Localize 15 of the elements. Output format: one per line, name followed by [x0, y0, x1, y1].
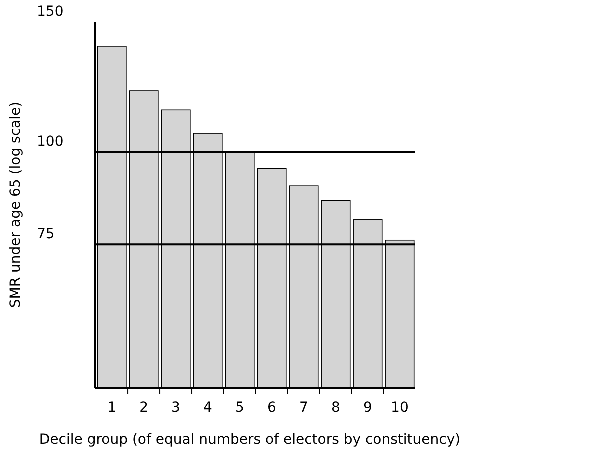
x-tick-label: 2: [140, 400, 148, 416]
x-axis-title: Decile group (of equal numbers of electors by constituency): [39, 432, 461, 448]
y-tick-label: 150: [37, 4, 64, 20]
y-tick-label: 75: [37, 226, 55, 243]
x-tick-label: 4: [204, 400, 213, 416]
y-tick-label: 100: [37, 134, 64, 150]
x-tick-label: 8: [332, 400, 340, 416]
x-tick-label: 1: [108, 400, 116, 416]
x-tick-label: 6: [268, 400, 277, 416]
x-tick-label: 9: [364, 400, 372, 416]
x-tick-label: 5: [236, 400, 244, 416]
x-tick-label: 3: [172, 400, 180, 416]
x-tick-label: 7: [300, 400, 308, 416]
y-axis-title: SMR under age 65 (log scale): [8, 102, 24, 308]
x-tick-label: 10: [391, 400, 409, 416]
